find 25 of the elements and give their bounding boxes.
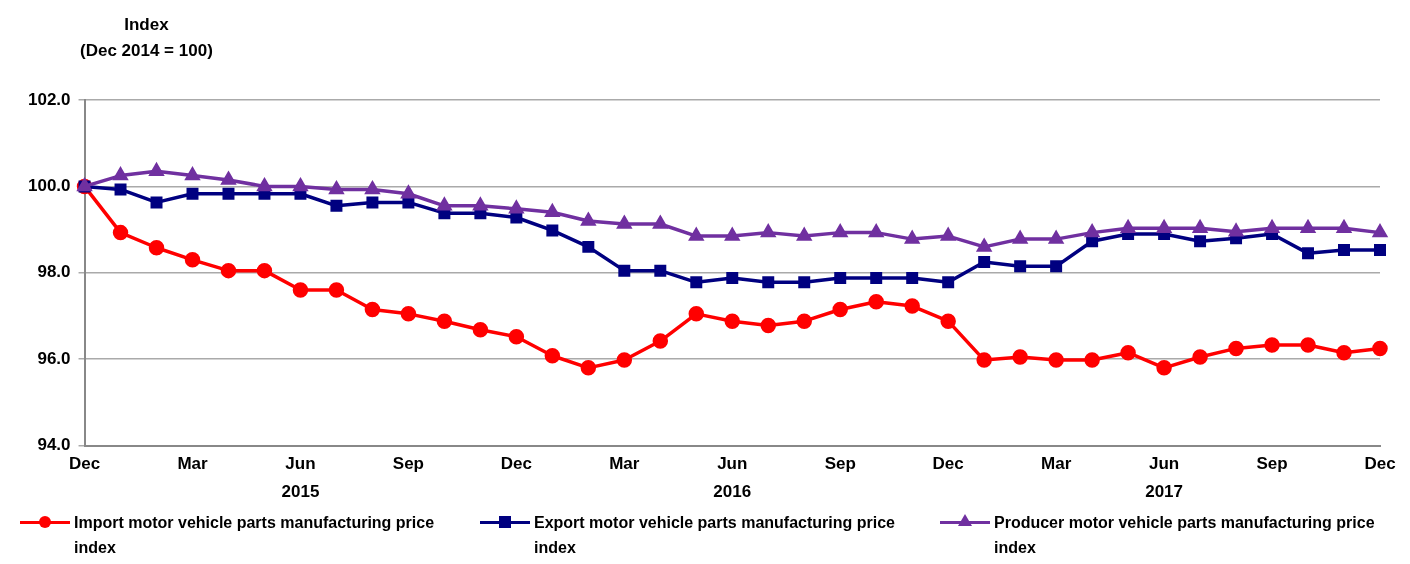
y-tick-label: 94.0 <box>37 435 71 455</box>
x-tick-label: Dec <box>932 454 964 474</box>
x-tick-label: Sep <box>1256 454 1288 474</box>
x-tick-label: Jun <box>285 454 316 474</box>
y-tick-label: 98.0 <box>37 262 71 282</box>
text: 2017 <box>1145 481 1183 501</box>
x-tick-label: Dec <box>1364 454 1396 474</box>
x-tick-label: Mar <box>1041 454 1072 474</box>
y-axis-title: Index (Dec 2014 = 100) <box>80 14 213 62</box>
x-tick-label: Jun <box>1148 454 1180 474</box>
x-tick-label: Sep <box>824 454 856 474</box>
x-tick-label: Dec <box>68 454 101 474</box>
y-tick-label: 102.0 <box>27 89 71 109</box>
x-tick-label: Mar <box>177 454 208 474</box>
x-tick-label: Jun <box>717 454 748 474</box>
x-tick-label: Dec <box>500 454 532 474</box>
x-tick-label: Sep <box>392 454 424 474</box>
y-tick-label: 100.0 <box>27 176 71 196</box>
y-tick-label: 96.0 <box>37 348 71 368</box>
legend-label: Producer motor vehicle parts manufacturing price index <box>994 513 1376 558</box>
legend-label: Import motor vehicle parts manufacturing price index <box>74 513 436 558</box>
text: 2016 <box>713 481 752 501</box>
x-tick-label: Mar <box>609 454 640 474</box>
legend-label: Export motor vehicle parts manufacturing price index <box>534 513 896 558</box>
text: 2015 <box>281 481 320 501</box>
